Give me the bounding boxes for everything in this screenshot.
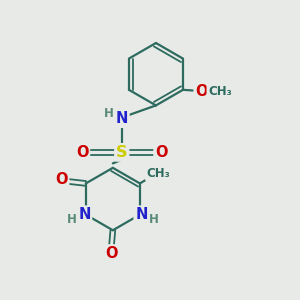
Text: O: O — [105, 246, 118, 261]
Text: CH₃: CH₃ — [208, 85, 232, 98]
Text: S: S — [116, 145, 128, 160]
Text: O: O — [76, 145, 88, 160]
Text: N: N — [116, 111, 128, 126]
Text: O: O — [55, 172, 68, 188]
Text: N: N — [78, 207, 91, 222]
Text: O: O — [195, 84, 208, 99]
Text: H: H — [67, 214, 76, 226]
Text: H: H — [149, 214, 159, 226]
Text: N: N — [135, 207, 148, 222]
Text: H: H — [104, 107, 114, 120]
Text: CH₃: CH₃ — [146, 167, 170, 179]
Text: O: O — [155, 145, 167, 160]
